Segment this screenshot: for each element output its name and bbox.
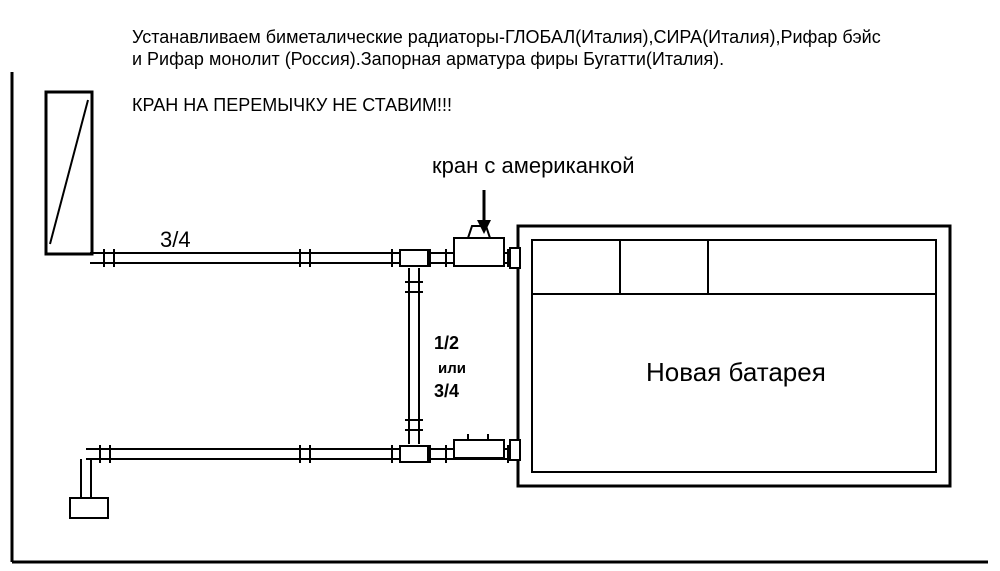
valve-label: кран с американкой: [432, 152, 634, 180]
warning-text: КРАН НА ПЕРЕМЫЧКУ НЕ СТАВИМ!!!: [132, 94, 452, 117]
radiator-label: Новая батарея: [646, 356, 826, 389]
pipe-size-or: или: [438, 360, 466, 379]
description-line-2: и Рифар монолит (Россия).Запорная армату…: [132, 48, 724, 71]
pipe-size-mid-2: 3/4: [434, 380, 459, 403]
pipe-size-top: 3/4: [160, 226, 191, 254]
pipe-size-mid-1: 1/2: [434, 332, 459, 355]
description-line-1: Устанавливаем биметалические радиаторы-Г…: [132, 26, 881, 49]
diagram-svg: [0, 0, 1000, 571]
